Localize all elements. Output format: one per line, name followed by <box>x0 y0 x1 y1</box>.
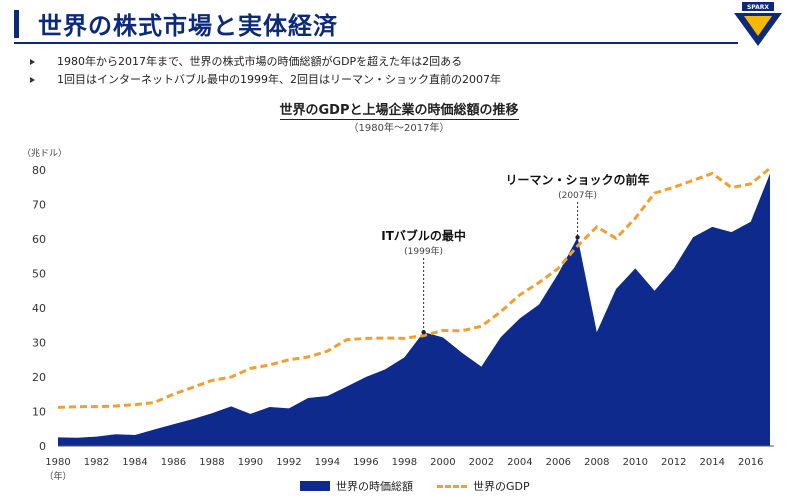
annotation-label: ITバブルの最中 <box>381 228 466 243</box>
title-accent-bar <box>14 10 19 38</box>
bullet-text: 1980年から2017年まで、世界の株式市場の時価総額がGDPを超えた年は2回あ… <box>57 55 463 68</box>
y-axis-unit-label: （兆ドル） <box>22 148 67 159</box>
x-tick-label: 1986 <box>161 457 186 468</box>
x-tick-label: 1988 <box>199 457 224 468</box>
x-tick-label: 2012 <box>661 457 686 468</box>
x-tick-label: 2004 <box>507 457 532 468</box>
y-tick-label: 60 <box>32 233 46 246</box>
logo-text: SPARX <box>747 4 769 11</box>
legend-label-market-cap: 世界の時価総額 <box>336 480 413 493</box>
annotation-label: リーマン・ショックの前年 <box>506 172 650 187</box>
x-tick-label: 1984 <box>122 457 147 468</box>
bullet-arrow-icon <box>30 77 35 83</box>
chart-legend: 世界の時価総額 世界のGDP <box>300 478 530 494</box>
x-axis-unit-label: （年） <box>44 470 71 482</box>
y-tick-label: 10 <box>32 406 46 419</box>
y-tick-label: 0 <box>39 440 46 453</box>
y-tick-label: 80 <box>32 164 46 177</box>
x-tick-label: 2010 <box>623 457 648 468</box>
bullet-arrow-icon <box>30 59 35 65</box>
bullet-list: 1980年から2017年まで、世界の株式市場の時価総額がGDPを超えた年は2回あ… <box>30 53 501 89</box>
market-cap-area <box>58 173 770 446</box>
legend-swatch-market-cap <box>300 481 330 491</box>
annotation-point <box>575 235 580 240</box>
annotation-sublabel: (2007年) <box>558 189 597 201</box>
chart-title: 世界のGDPと上場企業の時価総額の推移 <box>0 99 798 120</box>
sparx-logo: SPARX <box>734 2 782 46</box>
legend-label-gdp: 世界のGDP <box>473 480 530 493</box>
y-tick-label: 40 <box>32 302 46 315</box>
chart-title-text: 世界のGDPと上場企業の時価総額の推移 <box>279 103 519 120</box>
x-tick-label: 2000 <box>430 457 455 468</box>
page-title: 世界の株式市場と実体経済 <box>38 12 338 40</box>
title-underline <box>14 42 738 44</box>
x-tick-label: 1994 <box>315 457 340 468</box>
y-tick-label: 30 <box>32 337 46 350</box>
x-tick-label: 1992 <box>276 457 301 468</box>
x-tick-label: 1990 <box>238 457 263 468</box>
gdp-line <box>57 167 771 409</box>
x-tick-label: 2006 <box>546 457 571 468</box>
y-tick-label: 50 <box>32 268 46 281</box>
logo-triangle-inner <box>744 16 772 36</box>
bullet-item: 1980年から2017年まで、世界の株式市場の時価総額がGDPを超えた年は2回あ… <box>30 53 501 71</box>
y-tick-label: 20 <box>32 371 46 384</box>
x-tick-label: 2002 <box>469 457 494 468</box>
annotation-point <box>421 329 426 335</box>
x-tick-label: 2008 <box>584 457 609 468</box>
x-tick-label: 1998 <box>392 457 417 468</box>
bullet-item: 1回目はインターネットバブル最中の1999年、2回目はリーマン・ショック直前の2… <box>30 71 501 89</box>
x-tick-label: 1996 <box>353 457 378 468</box>
chart-subtitle: （1980年～2017年） <box>348 123 450 134</box>
x-tick-label: 2016 <box>738 457 763 468</box>
x-tick-label: 1982 <box>84 457 109 468</box>
logo-banner <box>742 2 774 11</box>
annotation-sublabel: (1999年) <box>404 245 443 257</box>
legend-swatch-gdp <box>437 484 467 488</box>
x-tick-label: 1980 <box>45 457 70 468</box>
x-tick-label: 2014 <box>700 457 725 468</box>
bullet-text: 1回目はインターネットバブル最中の1999年、2回目はリーマン・ショック直前の2… <box>57 73 501 86</box>
y-tick-label: 70 <box>32 199 46 212</box>
